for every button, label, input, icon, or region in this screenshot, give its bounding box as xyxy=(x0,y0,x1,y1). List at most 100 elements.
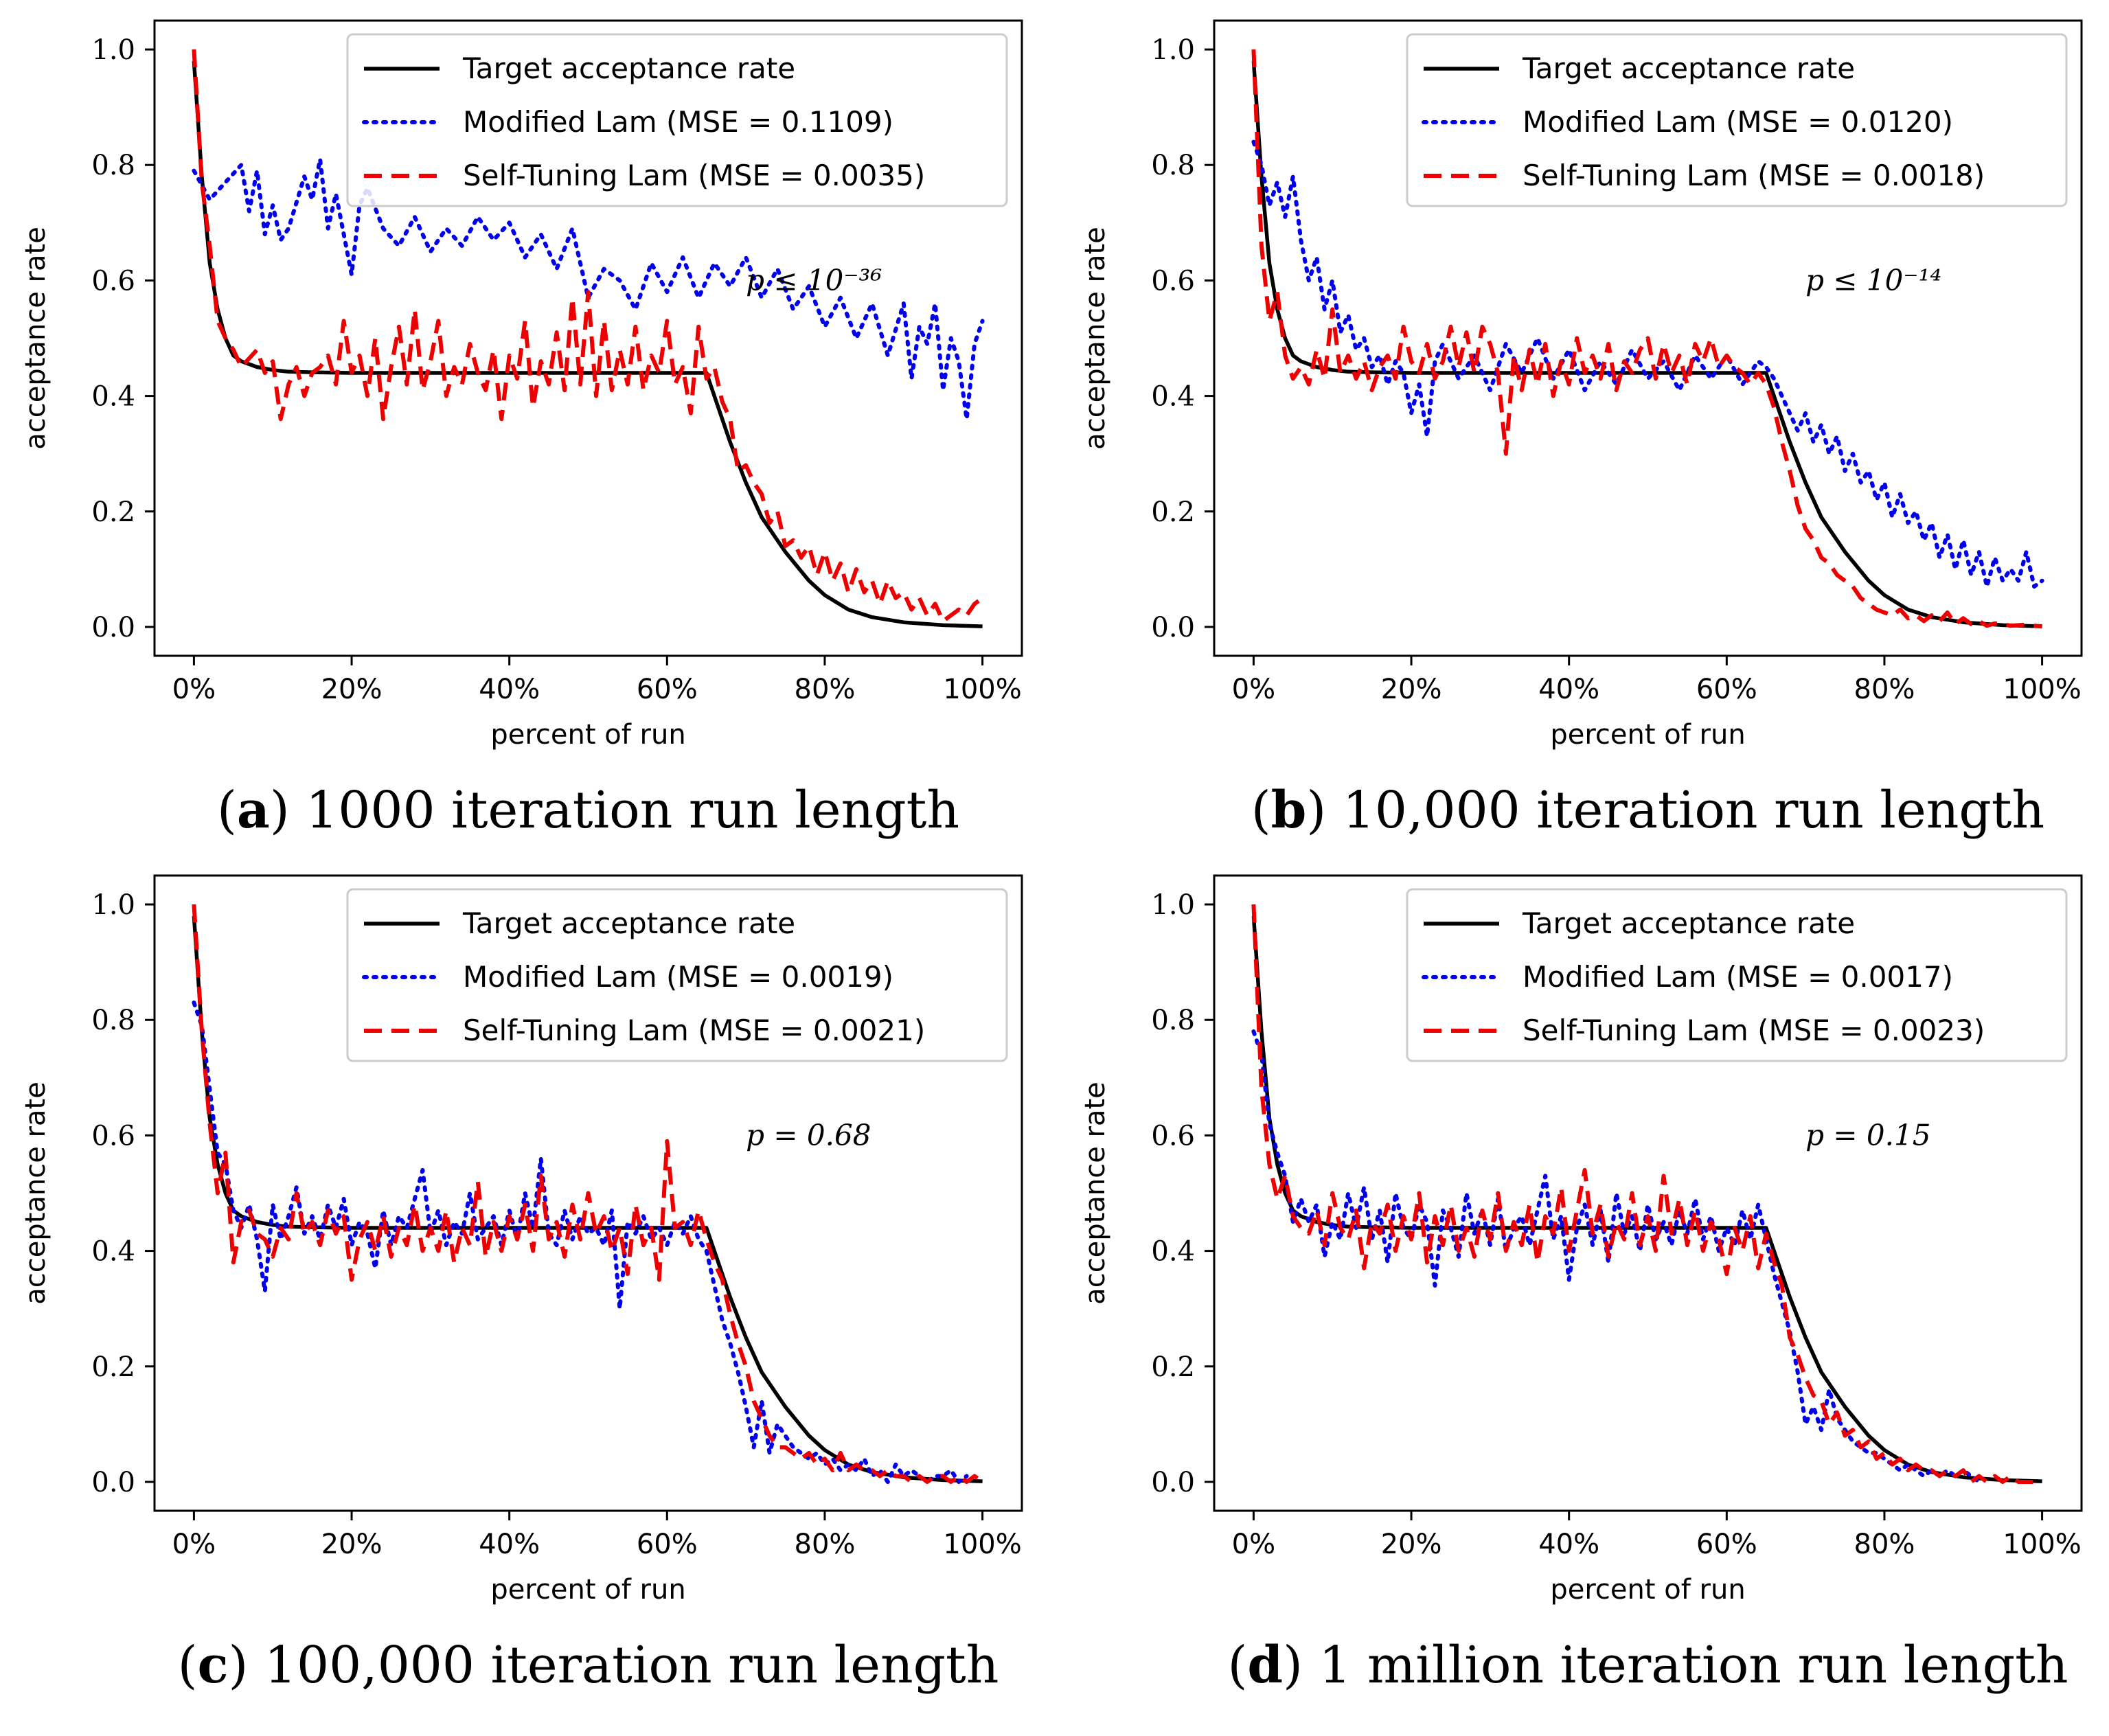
caption-letter: d xyxy=(1247,1636,1283,1695)
y-tick-label: 0.8 xyxy=(1151,150,1195,181)
y-tick-label: 0.8 xyxy=(91,150,135,181)
legend-label-target: Target acceptance rate xyxy=(462,906,795,940)
series-line-target xyxy=(192,60,983,628)
caption-letter: c xyxy=(197,1636,228,1695)
x-tick-label: 40% xyxy=(1538,1529,1599,1560)
x-tick-label: 0% xyxy=(172,1529,216,1560)
chart-panel-a: 0% 20% 40% 60% 80% 100% 0.0 0.2 0.4 0.6 0.8 1.0 perc… xyxy=(20,19,1023,840)
x-tick-label: 60% xyxy=(637,674,698,705)
x-tick-label: 0% xyxy=(1232,1529,1275,1560)
plot-frame xyxy=(153,874,1023,1512)
series-line-selftuning xyxy=(192,49,984,624)
y-axis-label: acceptance rate xyxy=(1080,227,1111,450)
series-line-selftuning xyxy=(1251,49,2042,629)
series-line-target xyxy=(192,915,983,1483)
y-axis-label: acceptance rate xyxy=(20,227,52,450)
x-tick-label: 100% xyxy=(943,1529,1021,1560)
x-tick-label: 20% xyxy=(1381,674,1442,705)
y-tick-label: 0.0 xyxy=(91,612,135,643)
y-axis-label: acceptance rate xyxy=(1080,1082,1111,1305)
plot-frame xyxy=(1213,19,2083,657)
series-line-modified xyxy=(192,157,985,422)
series-line-selftuning xyxy=(1251,904,2042,1484)
series-line-target xyxy=(1251,915,2042,1483)
series-line-modified xyxy=(192,1001,969,1484)
chart-panel-b: 0% 20% 40% 60% 80% 100% 0.0 0.2 0.4 0.6 0.8 1.0 perc… xyxy=(1080,19,2083,840)
series-line-target xyxy=(1251,60,2042,628)
y-tick-label: 0.8 xyxy=(91,1005,135,1036)
p-value-annotation: p ≤ 10⁻¹⁴ xyxy=(1805,263,1941,297)
x-tick-label: 100% xyxy=(2003,1529,2081,1560)
panel-caption: (d) 1 million iteration run length xyxy=(1227,1636,2068,1695)
y-tick-label: 1.0 xyxy=(1151,889,1195,921)
plot-frame xyxy=(153,19,1023,657)
x-tick-label: 40% xyxy=(479,1529,540,1560)
x-tick-label: 80% xyxy=(1854,1529,1915,1560)
p-value-annotation: p ≤ 10⁻³⁶ xyxy=(746,263,882,297)
legend-label-selftuning: Self-Tuning Lam (MSE = 0.0023) xyxy=(1523,1014,1985,1047)
legend-box xyxy=(346,33,1008,207)
y-tick-label: 0.4 xyxy=(91,381,135,413)
legend-label-target: Target acceptance rate xyxy=(1522,906,1855,940)
y-tick-label: 0.0 xyxy=(1151,1467,1195,1498)
x-axis-label: percent of run xyxy=(490,1574,685,1606)
plot-frame xyxy=(1213,874,2083,1512)
x-tick-label: 60% xyxy=(1696,674,1757,705)
y-tick-label: 0.6 xyxy=(91,265,135,297)
y-axis-label: acceptance rate xyxy=(20,1082,52,1305)
series-line-modified xyxy=(1251,1029,1981,1484)
y-tick-label: 0.2 xyxy=(1151,496,1195,528)
x-tick-label: 60% xyxy=(637,1529,698,1560)
x-tick-label: 80% xyxy=(795,674,856,705)
caption-letter: a xyxy=(237,781,270,840)
x-tick-label: 80% xyxy=(1854,674,1915,705)
legend-label-modified: Modified Lam (MSE = 0.0120) xyxy=(1523,105,1953,139)
x-tick-label: 20% xyxy=(321,1529,383,1560)
panel-caption: (c) 100,000 iteration run length xyxy=(178,1636,999,1695)
series-line-modified xyxy=(1251,139,2044,589)
legend-label-target: Target acceptance rate xyxy=(462,52,795,85)
x-axis-label: percent of run xyxy=(1550,719,1745,751)
legend-label-modified: Modified Lam (MSE = 0.0019) xyxy=(463,960,893,994)
x-tick-label: 20% xyxy=(1381,1529,1442,1560)
legend-label-modified: Modified Lam (MSE = 0.1109) xyxy=(463,105,893,139)
y-tick-label: 0.4 xyxy=(91,1236,135,1268)
x-axis-label: percent of run xyxy=(1550,1574,1745,1606)
x-tick-label: 100% xyxy=(943,674,1021,705)
legend-label-selftuning: Self-Tuning Lam (MSE = 0.0021) xyxy=(463,1014,925,1047)
caption-letter: b xyxy=(1271,781,1307,840)
y-tick-label: 0.4 xyxy=(1151,1236,1195,1268)
legend-label-modified: Modified Lam (MSE = 0.0017) xyxy=(1523,960,1953,994)
x-tick-label: 40% xyxy=(1538,674,1599,705)
y-tick-label: 1.0 xyxy=(91,889,135,921)
x-tick-label: 60% xyxy=(1696,1529,1757,1560)
legend-box xyxy=(1406,888,2068,1062)
legend-label-selftuning: Self-Tuning Lam (MSE = 0.0035) xyxy=(463,159,925,192)
x-tick-label: 0% xyxy=(1232,674,1275,705)
chart-panel-d: 0% 20% 40% 60% 80% 100% 0.0 0.2 0.4 0.6 0.8 1.0 perc… xyxy=(1080,874,2083,1695)
y-tick-label: 0.2 xyxy=(91,1351,135,1383)
x-tick-label: 40% xyxy=(479,674,540,705)
legend-label-target: Target acceptance rate xyxy=(1522,52,1855,85)
x-tick-label: 0% xyxy=(172,674,216,705)
y-tick-label: 0.4 xyxy=(1151,381,1195,413)
y-tick-label: 0.2 xyxy=(91,496,135,528)
x-tick-label: 20% xyxy=(321,674,383,705)
series-line-selftuning xyxy=(192,904,984,1484)
x-tick-label: 80% xyxy=(795,1529,856,1560)
legend-box xyxy=(1406,33,2068,207)
legend-label-selftuning: Self-Tuning Lam (MSE = 0.0018) xyxy=(1523,159,1985,192)
y-tick-label: 0.0 xyxy=(91,1467,135,1498)
p-value-annotation: p = 0.68 xyxy=(746,1118,871,1152)
y-tick-label: 0.6 xyxy=(1151,265,1195,297)
legend-box xyxy=(346,888,1008,1062)
y-tick-label: 0.8 xyxy=(1151,1005,1195,1036)
p-value-annotation: p = 0.15 xyxy=(1805,1118,1930,1152)
y-tick-label: 1.0 xyxy=(91,34,135,66)
x-axis-label: percent of run xyxy=(490,719,685,751)
panel-caption: (a) 1000 iteration run length xyxy=(217,781,959,840)
y-tick-label: 0.6 xyxy=(1151,1120,1195,1152)
y-tick-label: 0.2 xyxy=(1151,1351,1195,1383)
panel-caption: (b) 10,000 iteration run length xyxy=(1251,781,2044,840)
